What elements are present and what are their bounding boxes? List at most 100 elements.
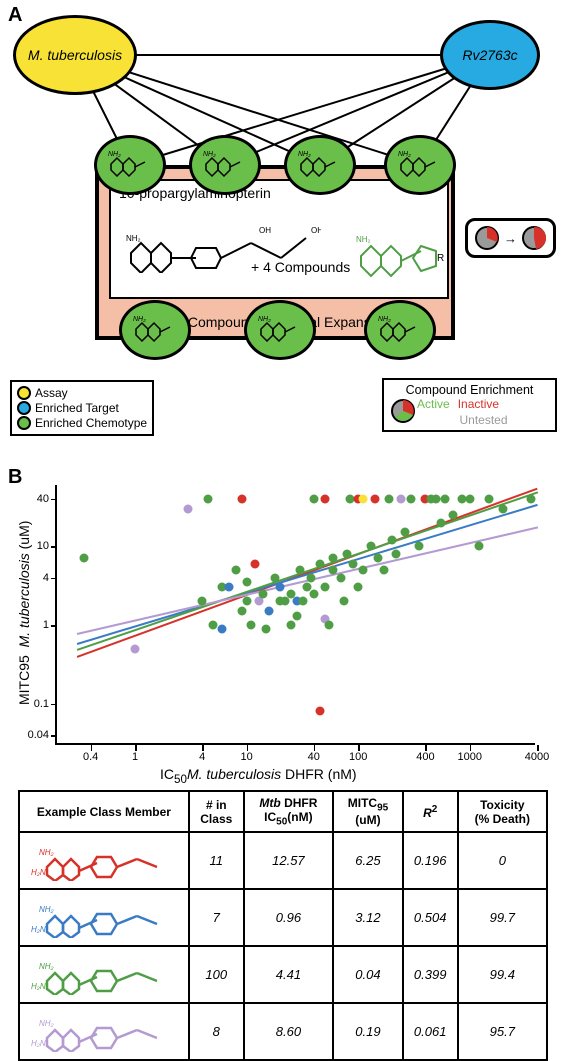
svg-text:NH₂: NH₂ bbox=[258, 316, 271, 323]
node-assay: M. tuberculosis bbox=[13, 15, 137, 95]
scatter-point bbox=[441, 494, 450, 503]
legend-inactive: Inactive bbox=[458, 397, 499, 411]
scatter-point bbox=[485, 494, 494, 503]
table-row: NH₂H₂N88.600.190.06195.7 bbox=[19, 1003, 547, 1060]
svg-text:OH: OH bbox=[311, 226, 321, 235]
scatter-point bbox=[354, 583, 363, 592]
compound-structure-icon-2: NH₂ R bbox=[351, 216, 446, 286]
table-row: NH₂H₂N1112.576.250.1960 bbox=[19, 832, 547, 889]
svg-text:NH₂: NH₂ bbox=[356, 235, 371, 244]
node-chem3: NH₂ bbox=[284, 135, 356, 195]
scatter-point bbox=[370, 494, 379, 503]
scatter-point bbox=[432, 494, 441, 503]
scatter-point bbox=[387, 536, 396, 545]
col-header: Mtb DHFRIC50(nM) bbox=[244, 791, 333, 832]
svg-text:OH: OH bbox=[259, 226, 271, 235]
scatter-point bbox=[407, 494, 416, 503]
expansion-sub: + 4 Compounds bbox=[251, 259, 350, 275]
scatter-point bbox=[379, 565, 388, 574]
scatter-point bbox=[231, 565, 240, 574]
svg-text:NH₂: NH₂ bbox=[39, 1019, 54, 1028]
scatter-point bbox=[320, 494, 329, 503]
scatter-point bbox=[499, 504, 508, 513]
col-header: MITC95(uM) bbox=[333, 791, 403, 832]
svg-text:NH₂: NH₂ bbox=[398, 151, 411, 158]
table-row: NH₂H₂N70.963.120.50499.7 bbox=[19, 889, 547, 946]
scatter-point bbox=[436, 518, 445, 527]
legend-row: Enriched Target bbox=[17, 401, 147, 415]
svg-text:NH₂: NH₂ bbox=[133, 316, 146, 323]
legend-row: Enriched Chemotype bbox=[17, 416, 147, 430]
regression-line bbox=[76, 491, 537, 650]
legend-active: Active bbox=[417, 397, 450, 411]
scatter-point bbox=[80, 554, 89, 563]
panel-a: A 10-propargylaminopterin NH₂ OH OH bbox=[0, 0, 567, 450]
legend-right-title: Compound Enrichment bbox=[389, 383, 550, 397]
scatter-point bbox=[225, 583, 234, 592]
col-header: Example Class Member bbox=[19, 791, 189, 832]
scatter-point bbox=[392, 549, 401, 558]
scatter-point bbox=[280, 597, 289, 606]
scatter-point bbox=[329, 554, 338, 563]
node-chem1: NH₂ bbox=[94, 135, 166, 195]
scatter-plot: 0.4141040100400100040000.040.1141040 bbox=[55, 485, 535, 745]
svg-text:R: R bbox=[437, 253, 444, 264]
scatter-point bbox=[184, 504, 193, 513]
svg-text:H₂N: H₂N bbox=[31, 1039, 46, 1048]
scatter-point bbox=[307, 573, 316, 582]
svg-text:NH₂: NH₂ bbox=[378, 316, 391, 323]
scatter-point bbox=[465, 494, 474, 503]
scatter-point bbox=[271, 573, 280, 582]
scatter-point bbox=[320, 583, 329, 592]
scatter-point bbox=[373, 554, 382, 563]
scatter-point bbox=[400, 528, 409, 537]
node-chem4: NH₂ bbox=[384, 135, 456, 195]
legend-row: Assay bbox=[17, 386, 147, 400]
scatter-point bbox=[276, 583, 285, 592]
scatter-point bbox=[237, 494, 246, 503]
node-chem6: NH₂ bbox=[244, 300, 316, 360]
col-header: R2 bbox=[403, 791, 458, 832]
scatter-point bbox=[349, 559, 358, 568]
x-axis-label: IC50M. tuberculosis DHFR (nM) bbox=[160, 766, 357, 786]
scatter-point bbox=[295, 565, 304, 574]
scatter-point bbox=[131, 644, 140, 653]
node-chem7: NH₂ bbox=[364, 300, 436, 360]
scatter-point bbox=[309, 494, 318, 503]
y-axis-label: MITC95 M. tuberculosis (uM) bbox=[16, 521, 32, 705]
svg-text:H₂N: H₂N bbox=[31, 925, 46, 934]
enrichment-pie-icon: → bbox=[465, 218, 556, 258]
scatter-point bbox=[287, 621, 296, 630]
scatter-point bbox=[448, 510, 457, 519]
legend-right: Compound Enrichment Active Inactive Unte… bbox=[382, 378, 557, 432]
svg-text:H₂N: H₂N bbox=[31, 982, 46, 991]
scatter-point bbox=[358, 565, 367, 574]
scatter-point bbox=[251, 559, 260, 568]
scatter-point bbox=[329, 565, 338, 574]
svg-text:NH₂: NH₂ bbox=[39, 905, 54, 914]
scatter-point bbox=[247, 621, 256, 630]
svg-text:NH₂: NH₂ bbox=[39, 848, 54, 857]
scatter-point bbox=[292, 612, 301, 621]
scatter-point bbox=[217, 624, 226, 633]
scatter-point bbox=[265, 607, 274, 616]
expansion-inner: 10-propargylaminopterin NH₂ OH OH + 4 Co… bbox=[109, 179, 449, 299]
legend-untested: Untested bbox=[417, 413, 550, 427]
scatter-point bbox=[315, 559, 324, 568]
scatter-point bbox=[358, 494, 367, 503]
scatter-point bbox=[336, 573, 345, 582]
svg-text:NH₂: NH₂ bbox=[126, 234, 141, 243]
scatter-point bbox=[237, 607, 246, 616]
scatter-point bbox=[262, 624, 271, 633]
scatter-point bbox=[474, 542, 483, 551]
svg-text:NH₂: NH₂ bbox=[298, 151, 311, 158]
scatter-point bbox=[414, 542, 423, 551]
scatter-point bbox=[396, 494, 405, 503]
scatter-point bbox=[340, 597, 349, 606]
svg-text:H₂N: H₂N bbox=[31, 868, 46, 877]
scatter-point bbox=[385, 494, 394, 503]
scatter-point bbox=[366, 542, 375, 551]
scatter-point bbox=[198, 597, 207, 606]
scatter-point bbox=[242, 597, 251, 606]
scatter-point bbox=[315, 707, 324, 716]
